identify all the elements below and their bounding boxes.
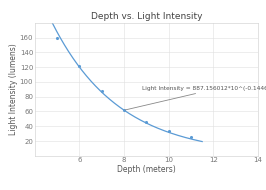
- Point: [122, 108, 126, 112]
- Point: [77, 65, 81, 68]
- X-axis label: Depth (meters): Depth (meters): [117, 165, 176, 174]
- Point: [167, 130, 171, 133]
- Point: [99, 89, 104, 92]
- Title: Depth vs. Light Intensity: Depth vs. Light Intensity: [90, 12, 202, 21]
- Text: Light Intensity = 887.156012*10^(-0.1446 * Depth): Light Intensity = 887.156012*10^(-0.1446…: [125, 86, 266, 110]
- Point: [55, 36, 59, 39]
- Point: [189, 136, 193, 139]
- Point: [144, 120, 148, 123]
- Y-axis label: Light Intensity (lumens): Light Intensity (lumens): [9, 44, 18, 135]
